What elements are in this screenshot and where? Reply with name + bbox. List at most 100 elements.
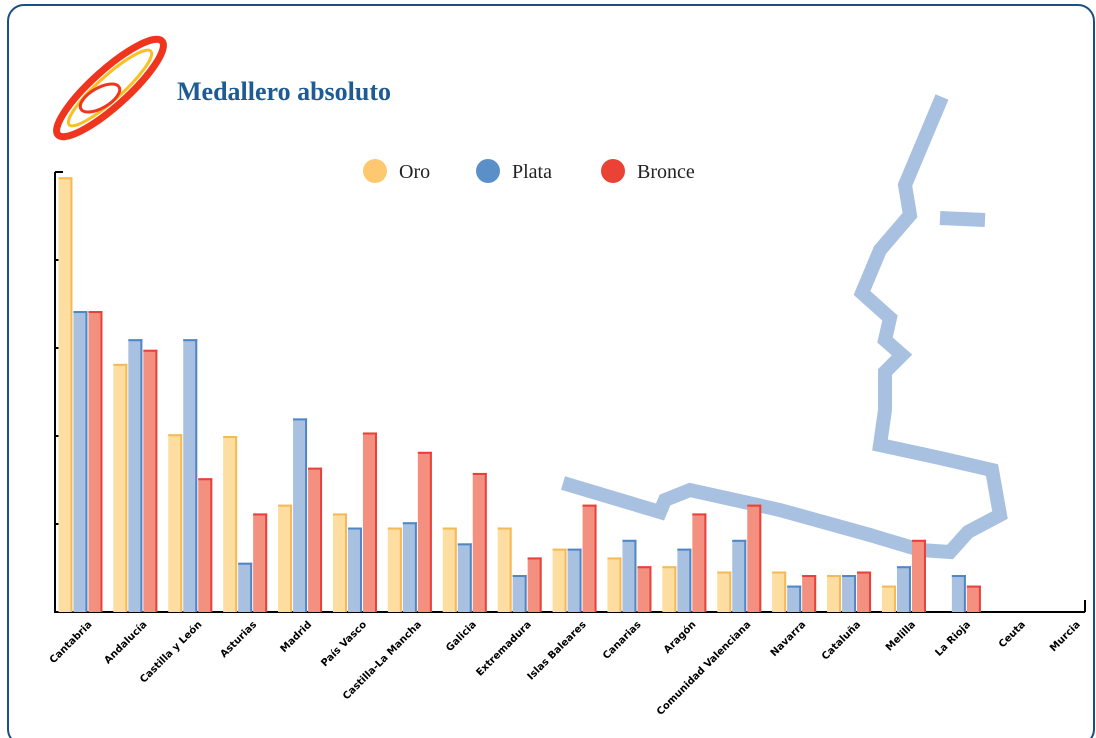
bar-cap: [896, 566, 911, 569]
bar-cap: [966, 585, 981, 588]
bar-edge: [414, 522, 417, 612]
bar-cap: [387, 527, 402, 530]
bar: [567, 548, 582, 612]
bar-body: [896, 566, 911, 612]
bar-edge: [235, 436, 238, 612]
bar: [582, 504, 597, 612]
bar-edge: [704, 513, 707, 612]
bar: [183, 339, 198, 612]
bar: [442, 527, 457, 612]
bar-cap: [622, 539, 637, 542]
bar-edge: [869, 571, 872, 612]
bar-cap: [637, 566, 652, 569]
bar-edge: [265, 513, 268, 612]
bar-edge: [70, 177, 73, 612]
legend-marker: [601, 159, 625, 183]
bar-cap: [951, 575, 966, 578]
bar: [881, 585, 896, 612]
bar-edge: [759, 504, 762, 612]
bar-body: [253, 513, 268, 612]
bar: [293, 418, 308, 612]
bar-edge: [839, 575, 842, 612]
bar-cap: [677, 548, 692, 551]
bar-cap: [827, 575, 842, 578]
legend-label: Bronce: [637, 161, 695, 183]
bar: [512, 575, 527, 612]
bar-edge: [674, 566, 677, 612]
bar-cap: [457, 543, 472, 546]
bar-cap: [88, 311, 103, 314]
bar: [387, 527, 402, 612]
bar-cap: [472, 472, 487, 475]
bar-edge: [374, 432, 377, 612]
bar: [457, 543, 472, 612]
bar-edge: [344, 513, 347, 612]
bar-edge: [210, 478, 213, 612]
bar: [308, 467, 323, 612]
bar-body: [787, 585, 802, 612]
bar-body: [692, 513, 707, 612]
bar: [88, 311, 103, 612]
bar-body: [842, 575, 857, 612]
bar-body: [772, 571, 787, 612]
bar: [58, 177, 73, 612]
bar-body: [747, 504, 762, 612]
bar-edge: [125, 363, 128, 612]
bar-body: [472, 472, 487, 612]
bar-body: [512, 575, 527, 612]
bar-body: [622, 539, 637, 612]
bar-cap: [842, 575, 857, 578]
bar-body: [238, 562, 253, 612]
bar: [198, 478, 213, 612]
bar-body: [387, 527, 402, 612]
legend: Oro Plata Bronce: [363, 159, 695, 183]
bar: [128, 339, 143, 612]
bar-edge: [100, 311, 103, 612]
bar-edge: [429, 451, 432, 612]
bar: [802, 575, 817, 612]
bar-cap: [347, 527, 362, 530]
bar: [951, 575, 966, 612]
bar-edge: [454, 527, 457, 612]
bar-cap: [223, 436, 238, 438]
bar: [637, 566, 652, 612]
bar-edge: [155, 349, 158, 612]
bar-edge: [634, 539, 637, 612]
bar: [417, 451, 432, 612]
bar-body: [881, 585, 896, 612]
bar-cap: [692, 513, 707, 516]
bar-edge: [359, 527, 362, 612]
bar-cap: [552, 548, 567, 551]
bar-body: [951, 575, 966, 612]
bar: [857, 571, 872, 612]
bar: [622, 539, 637, 612]
bar-cap: [238, 562, 253, 565]
bar-body: [73, 311, 88, 612]
bar-cap: [417, 451, 432, 454]
bar-edge: [619, 557, 622, 612]
bar-body: [332, 513, 347, 612]
decor-line: [939, 211, 986, 227]
bar-body: [497, 527, 512, 612]
bar-edge: [539, 557, 542, 612]
bar: [332, 513, 347, 612]
bar-edge: [893, 585, 896, 612]
bar-body: [662, 566, 677, 612]
bar-body: [293, 418, 308, 612]
bar: [842, 575, 857, 612]
bar-edge: [320, 467, 323, 612]
bar-edge: [689, 548, 692, 612]
bar-body: [857, 571, 872, 612]
bar-body: [552, 548, 567, 612]
bar-edge: [85, 311, 88, 612]
bar: [238, 562, 253, 612]
bar: [732, 539, 747, 612]
bar-body: [128, 339, 143, 612]
bar-body: [198, 478, 213, 612]
bar: [113, 363, 128, 612]
bar: [747, 504, 762, 612]
bar-body: [347, 527, 362, 612]
bar-edge: [140, 339, 143, 612]
bar-cap: [183, 339, 198, 342]
bar-edge: [195, 339, 198, 612]
